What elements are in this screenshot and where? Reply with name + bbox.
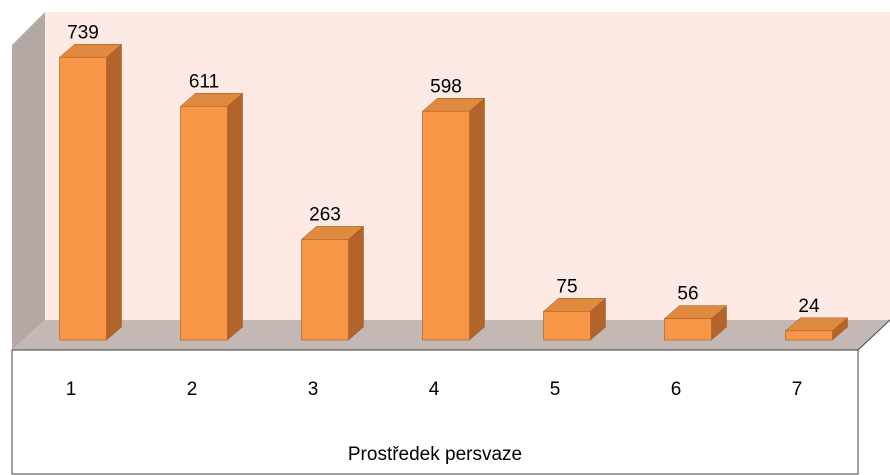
value-label: 611 (189, 71, 219, 92)
bar-side (106, 43, 122, 341)
bar (180, 105, 228, 341)
value-label: 75 (556, 276, 577, 297)
bar (543, 310, 591, 341)
value-label: 263 (309, 204, 341, 225)
bar (59, 56, 107, 341)
bar-side (348, 225, 364, 341)
bar-side (227, 92, 243, 341)
bar (301, 239, 349, 341)
x-tick-label: 1 (66, 379, 77, 400)
floor-edge (857, 319, 890, 351)
side-wall (12, 12, 45, 350)
x-axis-label: Prostředek persvaze (348, 444, 522, 465)
x-tick-label: 4 (429, 379, 440, 400)
value-label: 598 (430, 76, 462, 97)
value-label: 56 (677, 284, 698, 305)
value-label: 24 (798, 296, 820, 317)
bar-side (469, 97, 485, 341)
bar (664, 318, 712, 341)
bar (422, 110, 470, 341)
axis-box (11, 349, 859, 475)
bar (785, 330, 833, 341)
x-tick-label: 2 (187, 379, 198, 400)
x-tick-label: 3 (308, 379, 319, 400)
x-tick-label: 7 (792, 379, 803, 400)
value-label: 739 (67, 22, 99, 43)
x-tick-label: 5 (550, 379, 561, 400)
x-tick-label: 6 (671, 379, 682, 400)
